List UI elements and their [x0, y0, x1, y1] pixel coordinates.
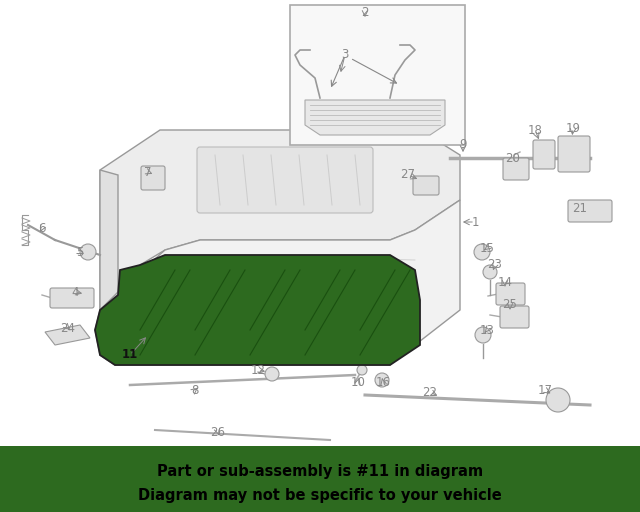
Circle shape: [375, 373, 389, 387]
FancyBboxPatch shape: [413, 176, 439, 195]
FancyBboxPatch shape: [496, 283, 525, 305]
Text: 7: 7: [144, 165, 152, 179]
Text: 27: 27: [401, 168, 415, 181]
Text: 4: 4: [71, 286, 79, 298]
Text: 6: 6: [38, 222, 45, 234]
Text: 16: 16: [376, 375, 390, 389]
FancyBboxPatch shape: [503, 158, 529, 180]
Text: 10: 10: [351, 375, 365, 389]
Text: 24: 24: [61, 322, 76, 334]
Text: 15: 15: [479, 242, 495, 254]
Text: 9: 9: [460, 139, 467, 152]
FancyBboxPatch shape: [533, 140, 555, 169]
FancyBboxPatch shape: [558, 136, 590, 172]
Text: 22: 22: [422, 386, 438, 398]
Circle shape: [474, 244, 490, 260]
Text: 17: 17: [538, 383, 552, 396]
FancyBboxPatch shape: [0, 446, 640, 512]
Text: Part or sub-assembly is #11 in diagram: Part or sub-assembly is #11 in diagram: [157, 463, 483, 479]
Text: 11: 11: [122, 349, 138, 361]
Text: 14: 14: [497, 275, 513, 288]
Text: 23: 23: [488, 259, 502, 271]
Circle shape: [357, 365, 367, 375]
FancyBboxPatch shape: [568, 200, 612, 222]
Polygon shape: [100, 130, 460, 310]
Text: 26: 26: [211, 425, 225, 438]
Polygon shape: [45, 325, 90, 345]
Polygon shape: [305, 100, 445, 135]
FancyBboxPatch shape: [290, 5, 465, 145]
Text: 18: 18: [527, 123, 543, 137]
FancyBboxPatch shape: [197, 147, 373, 213]
FancyBboxPatch shape: [50, 288, 94, 308]
FancyBboxPatch shape: [141, 166, 165, 190]
Text: 19: 19: [566, 121, 580, 135]
Text: 3: 3: [341, 49, 349, 61]
Text: Diagram may not be specific to your vehicle: Diagram may not be specific to your vehi…: [138, 488, 502, 503]
Polygon shape: [95, 255, 420, 365]
FancyBboxPatch shape: [500, 306, 529, 328]
Circle shape: [546, 388, 570, 412]
Text: 13: 13: [479, 324, 495, 336]
Polygon shape: [95, 170, 120, 365]
Circle shape: [80, 244, 96, 260]
Circle shape: [265, 367, 279, 381]
Text: 8: 8: [191, 383, 198, 396]
Text: 25: 25: [502, 298, 517, 311]
Text: 2: 2: [361, 6, 369, 18]
Text: 5: 5: [76, 245, 84, 259]
Text: 21: 21: [573, 202, 588, 215]
Text: 1: 1: [471, 216, 479, 228]
Circle shape: [475, 327, 491, 343]
Text: 12: 12: [250, 364, 266, 376]
FancyBboxPatch shape: [277, 287, 363, 338]
Text: 20: 20: [506, 152, 520, 164]
Circle shape: [483, 265, 497, 279]
Polygon shape: [100, 200, 460, 365]
